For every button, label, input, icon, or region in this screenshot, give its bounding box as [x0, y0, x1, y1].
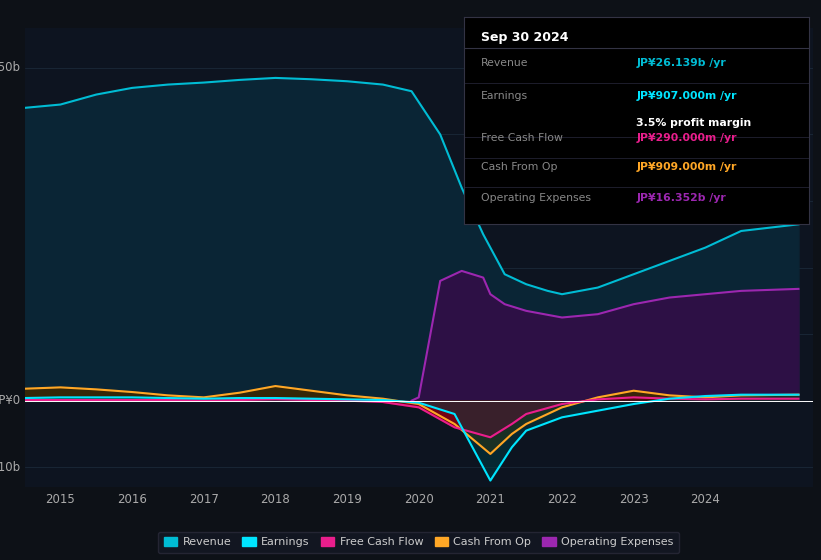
Text: Sep 30 2024: Sep 30 2024 — [481, 31, 569, 44]
Text: Free Cash Flow: Free Cash Flow — [481, 133, 563, 143]
Text: JP¥909.000m /yr: JP¥909.000m /yr — [636, 162, 736, 172]
Text: JP¥26.139b /yr: JP¥26.139b /yr — [636, 58, 726, 68]
Text: JP¥0: JP¥0 — [0, 394, 21, 407]
Text: -JP¥10b: -JP¥10b — [0, 461, 21, 474]
Text: JP¥907.000m /yr: JP¥907.000m /yr — [636, 91, 736, 101]
Text: JP¥50b: JP¥50b — [0, 62, 21, 74]
Text: JP¥290.000m /yr: JP¥290.000m /yr — [636, 133, 736, 143]
Text: Operating Expenses: Operating Expenses — [481, 193, 591, 203]
Text: Earnings: Earnings — [481, 91, 528, 101]
Legend: Revenue, Earnings, Free Cash Flow, Cash From Op, Operating Expenses: Revenue, Earnings, Free Cash Flow, Cash … — [158, 531, 679, 553]
Text: 3.5% profit margin: 3.5% profit margin — [636, 118, 751, 128]
Text: Cash From Op: Cash From Op — [481, 162, 557, 172]
Text: Revenue: Revenue — [481, 58, 529, 68]
Text: JP¥16.352b /yr: JP¥16.352b /yr — [636, 193, 726, 203]
